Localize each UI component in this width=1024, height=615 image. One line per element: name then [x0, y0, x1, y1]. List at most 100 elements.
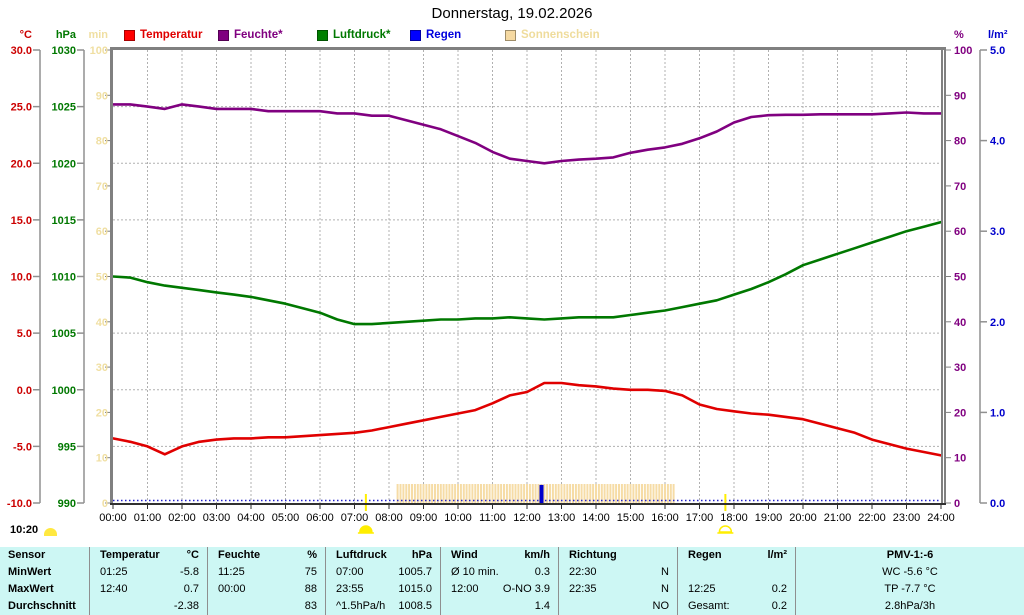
cell-time: 22:30	[569, 566, 597, 578]
cell-time: 07:00	[336, 566, 364, 578]
svg-text:20: 20	[96, 407, 108, 419]
cell-value: 88	[304, 583, 317, 595]
cell-value: 0.2	[771, 583, 787, 595]
cell-time: 12:40	[100, 583, 128, 595]
current-time-label: 10:20	[10, 524, 39, 536]
svg-text:5.0: 5.0	[990, 45, 1005, 57]
svg-text:60: 60	[96, 226, 108, 238]
cell-time: 22:35	[569, 583, 597, 595]
svg-text:06:00: 06:00	[306, 512, 334, 524]
legend-label: Luftdruck*	[333, 29, 391, 41]
svg-text:17:00: 17:00	[686, 512, 714, 524]
cell-value: 75	[304, 566, 317, 578]
row-label: Durchschnitt	[8, 600, 76, 612]
legend-item-luftdruck: Luftdruck*	[317, 28, 391, 42]
legend-item-regen: Regen	[410, 28, 461, 42]
table-group-regen: Regen l/m² 12:25 0.2 Gesamt: 0.2	[677, 547, 795, 615]
svg-text:21:00: 21:00	[824, 512, 852, 524]
legend-swatch-icon	[218, 29, 229, 41]
svg-text:3.0: 3.0	[990, 226, 1005, 238]
svg-text:90: 90	[96, 90, 108, 102]
legend-label: Temperatur	[140, 29, 203, 41]
svg-text:10:00: 10:00	[444, 512, 472, 524]
table-group-temperatur: Temperatur °C 01:25 -5.8 12:40 0.7 -2.38	[89, 547, 207, 615]
cell-value: TP -7.7 °C	[884, 583, 936, 595]
svg-text:0: 0	[954, 498, 960, 510]
svg-text:15:00: 15:00	[617, 512, 645, 524]
group-title: Temperatur	[100, 549, 160, 561]
legend-swatch-icon	[124, 29, 135, 41]
cell-time: 11:25	[218, 566, 245, 578]
svg-text:°C: °C	[20, 29, 32, 41]
row-label: MaxWert	[8, 583, 54, 595]
group-title: Luftdruck	[336, 549, 387, 561]
cell-value: 0.7	[183, 583, 199, 595]
svg-text:1010: 1010	[52, 272, 76, 284]
table-col-sensor: Sensor MinWert MaxWert Durchschnitt	[0, 547, 89, 615]
legend-swatch-icon	[317, 29, 328, 41]
svg-text:15.0: 15.0	[11, 215, 32, 227]
svg-text:2.0: 2.0	[990, 317, 1005, 329]
cell-time: 01:25	[100, 566, 128, 578]
cell-value: 1008.5	[398, 600, 432, 612]
legend-swatch-icon	[505, 29, 516, 41]
cell-time	[90, 598, 100, 615]
cell-value: 1005.7	[398, 566, 432, 578]
cell-value: -2.38	[173, 600, 199, 612]
svg-text:1005: 1005	[52, 328, 76, 340]
svg-text:25.0: 25.0	[11, 102, 32, 114]
svg-text:05:00: 05:00	[272, 512, 300, 524]
svg-text:990: 990	[58, 498, 76, 510]
legend-swatch-icon	[410, 29, 421, 41]
svg-text:80: 80	[96, 136, 108, 148]
group-unit: l/m²	[767, 549, 787, 561]
group-unit: °C	[186, 549, 199, 561]
legend-item-temperatur: Temperatur	[124, 28, 202, 42]
svg-text:14:00: 14:00	[582, 512, 610, 524]
svg-text:19:00: 19:00	[755, 512, 783, 524]
cell-time	[559, 598, 569, 615]
cell-time: ^1.5hPa/h	[336, 600, 386, 612]
series-luftdruck	[111, 220, 943, 326]
svg-text:60: 60	[954, 226, 966, 238]
sensor-stats-table: Sensor MinWert MaxWert Durchschnitt Temperat…	[0, 547, 1024, 615]
group-title: Feuchte	[218, 549, 261, 561]
svg-text:18:00: 18:00	[720, 512, 748, 524]
cell-time: Gesamt:	[688, 600, 730, 612]
svg-text:0.0: 0.0	[990, 498, 1005, 510]
svg-text:13:00: 13:00	[548, 512, 576, 524]
table-group-feuchte: Feuchte% 11:25 75 00:00 88 83	[207, 547, 325, 615]
svg-text:70: 70	[96, 181, 108, 193]
svg-text:100: 100	[90, 45, 108, 57]
svg-text:1025: 1025	[52, 102, 76, 114]
svg-text:5.0: 5.0	[17, 328, 32, 340]
svg-text:70: 70	[954, 181, 966, 193]
cell-value	[787, 564, 795, 581]
cell-value: O-NO 3.9	[502, 583, 550, 595]
svg-text:1020: 1020	[52, 158, 76, 170]
group-title: Wind	[451, 549, 478, 561]
svg-text:1000: 1000	[52, 385, 76, 397]
svg-text:23:00: 23:00	[893, 512, 921, 524]
svg-text:995: 995	[58, 441, 76, 453]
svg-text:22:00: 22:00	[858, 512, 886, 524]
legend-item-sonnenschein: Sonnenschein	[505, 28, 600, 42]
svg-text:30: 30	[954, 362, 966, 374]
legend-label: Sonnenschein	[521, 29, 600, 41]
svg-text:100: 100	[954, 45, 972, 57]
cell-time: Ø 10 min.	[451, 566, 499, 578]
cell-value: NO	[652, 600, 670, 612]
cell-time	[678, 564, 688, 581]
svg-text:1030: 1030	[52, 45, 76, 57]
svg-text:08:00: 08:00	[375, 512, 403, 524]
svg-text:min: min	[88, 29, 108, 41]
legend-label: Regen	[426, 29, 462, 41]
cell-value: N	[661, 566, 669, 578]
cell-value: WC -5.6 °C	[882, 566, 938, 578]
cell-time: 23:55	[336, 583, 364, 595]
chart-title: Donnerstag, 19.02.2026	[431, 5, 593, 22]
svg-text:20.0: 20.0	[11, 158, 32, 170]
svg-text:0.0: 0.0	[17, 385, 32, 397]
cell-time	[208, 598, 218, 615]
svg-text:4.0: 4.0	[990, 136, 1005, 148]
